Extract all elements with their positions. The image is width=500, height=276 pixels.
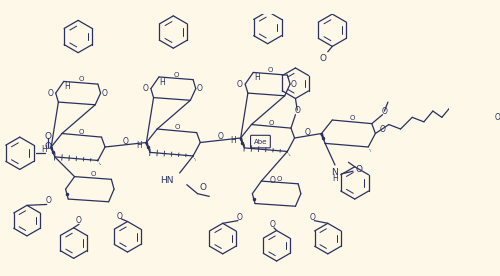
Text: O: O	[116, 212, 122, 221]
Polygon shape	[320, 133, 325, 144]
Polygon shape	[239, 137, 244, 148]
Text: O: O	[305, 128, 311, 137]
Text: H: H	[64, 82, 70, 91]
Polygon shape	[145, 142, 150, 152]
Text: O: O	[174, 124, 180, 130]
Text: O: O	[123, 137, 128, 146]
Text: O: O	[44, 132, 51, 141]
Text: O: O	[101, 89, 107, 98]
Text: HN: HN	[160, 176, 173, 185]
Text: O: O	[494, 113, 500, 122]
Text: O: O	[79, 129, 84, 135]
Text: O: O	[382, 107, 388, 116]
Text: O: O	[320, 54, 327, 63]
Text: O: O	[142, 84, 148, 93]
Text: O: O	[75, 216, 81, 225]
Text: O: O	[268, 67, 273, 73]
Text: Abe: Abe	[254, 139, 267, 145]
Text: O: O	[310, 213, 316, 222]
Polygon shape	[50, 147, 55, 157]
Text: O: O	[290, 79, 296, 89]
Text: H: H	[332, 174, 338, 183]
Text: O: O	[380, 124, 386, 134]
Text: O: O	[294, 106, 300, 115]
Text: O: O	[356, 165, 362, 174]
Text: O: O	[237, 79, 242, 89]
Text: O: O	[196, 84, 202, 93]
Text: N: N	[332, 168, 338, 177]
Text: O: O	[46, 196, 52, 205]
Text: O: O	[270, 220, 276, 229]
Text: O: O	[200, 183, 206, 192]
Text: O: O	[174, 72, 178, 78]
Text: O: O	[78, 76, 84, 82]
FancyBboxPatch shape	[250, 135, 270, 148]
Text: O: O	[237, 213, 242, 222]
Text: O: O	[44, 142, 51, 152]
Text: H: H	[160, 78, 166, 87]
Text: O: O	[268, 120, 274, 126]
Text: O: O	[90, 171, 96, 177]
Text: H: H	[254, 73, 260, 82]
Text: H: H	[136, 141, 142, 150]
Text: H: H	[230, 136, 236, 145]
Text: O: O	[350, 115, 354, 121]
Text: O: O	[218, 132, 224, 141]
Text: H: H	[41, 145, 47, 154]
Text: O: O	[277, 176, 282, 182]
Text: O: O	[48, 89, 53, 98]
Text: O: O	[269, 176, 275, 185]
